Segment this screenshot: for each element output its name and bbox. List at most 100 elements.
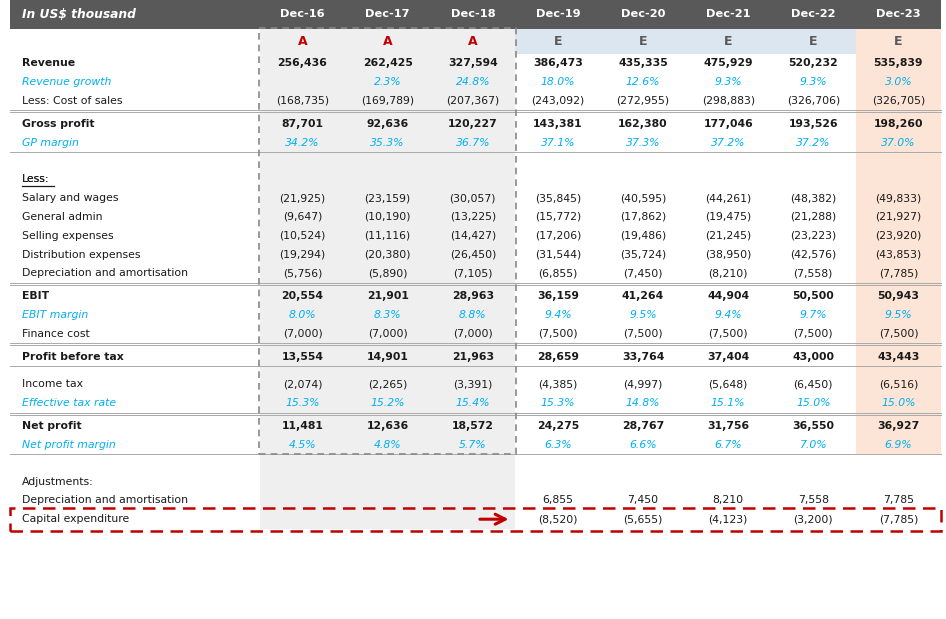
Text: (5,655): (5,655)	[623, 514, 663, 524]
Text: 87,701: 87,701	[282, 119, 324, 129]
Text: 7,785: 7,785	[883, 495, 914, 505]
Text: (20,380): (20,380)	[364, 249, 411, 259]
Text: (5,648): (5,648)	[709, 379, 748, 389]
Text: 36,159: 36,159	[537, 291, 579, 301]
Text: 198,260: 198,260	[874, 119, 923, 129]
Text: 37.2%: 37.2%	[797, 137, 831, 147]
Text: EBIT: EBIT	[22, 291, 49, 301]
Text: (35,845): (35,845)	[534, 193, 581, 203]
Text: Dec-23: Dec-23	[876, 9, 920, 19]
Bar	[10, 28, 941, 54]
Text: 7.0%: 7.0%	[799, 440, 827, 450]
Text: 24.8%: 24.8%	[456, 77, 490, 87]
Text: 28,659: 28,659	[537, 352, 579, 361]
Bar	[260, 227, 516, 245]
Text: 8.8%: 8.8%	[459, 310, 486, 320]
Bar	[260, 347, 516, 366]
Text: (5,756): (5,756)	[283, 269, 323, 279]
Text: 15.3%: 15.3%	[541, 398, 575, 408]
Text: (168,735): (168,735)	[276, 96, 329, 106]
Text: (21,245): (21,245)	[705, 231, 751, 241]
Text: (7,785): (7,785)	[879, 269, 919, 279]
Bar	[260, 54, 516, 73]
Bar	[260, 28, 516, 54]
Text: (3,200): (3,200)	[794, 514, 833, 524]
Text: (8,520): (8,520)	[538, 514, 578, 524]
Text: Dec-22: Dec-22	[791, 9, 835, 19]
Text: 50,500: 50,500	[793, 291, 834, 301]
Text: (326,705): (326,705)	[872, 96, 925, 106]
Text: Dec-21: Dec-21	[706, 9, 750, 19]
Bar	[856, 435, 941, 454]
Text: (19,294): (19,294)	[279, 249, 325, 259]
Text: 8,210: 8,210	[712, 495, 744, 505]
Text: (7,000): (7,000)	[368, 329, 408, 339]
Bar	[856, 133, 941, 152]
Bar	[856, 324, 941, 343]
Text: Revenue: Revenue	[22, 58, 75, 69]
Text: (169,789): (169,789)	[361, 96, 414, 106]
Text: (23,223): (23,223)	[790, 231, 836, 241]
Text: (30,057): (30,057)	[449, 193, 496, 203]
Text: EBIT margin: EBIT margin	[22, 310, 88, 320]
Bar	[260, 189, 516, 207]
Bar	[260, 115, 516, 133]
Text: 8.3%: 8.3%	[374, 310, 401, 320]
Text: 15.2%: 15.2%	[371, 398, 405, 408]
Bar	[260, 73, 516, 92]
Text: E: E	[553, 35, 562, 48]
Text: (272,955): (272,955)	[617, 96, 670, 106]
Text: (21,288): (21,288)	[790, 212, 836, 222]
Bar	[260, 472, 516, 491]
Bar	[856, 115, 941, 133]
Text: 7,558: 7,558	[797, 495, 829, 505]
Text: (7,500): (7,500)	[538, 329, 578, 339]
Text: 11,481: 11,481	[282, 421, 324, 431]
Text: 43,443: 43,443	[877, 352, 920, 361]
Text: 21,963: 21,963	[452, 352, 494, 361]
Text: Income tax: Income tax	[22, 379, 83, 389]
Text: (19,486): (19,486)	[620, 231, 666, 241]
Text: (7,558): (7,558)	[794, 269, 833, 279]
Text: 262,425: 262,425	[362, 58, 412, 69]
Text: Dec-18: Dec-18	[450, 9, 495, 19]
Text: A: A	[298, 35, 307, 48]
Text: (23,920): (23,920)	[875, 231, 921, 241]
Bar	[10, 508, 941, 530]
Text: 9.4%: 9.4%	[714, 310, 742, 320]
Text: (7,500): (7,500)	[794, 329, 833, 339]
Text: 475,929: 475,929	[704, 58, 753, 69]
Text: 37.2%: 37.2%	[711, 137, 745, 147]
Bar	[260, 491, 516, 510]
Text: (2,265): (2,265)	[368, 379, 408, 389]
Text: 9.3%: 9.3%	[799, 77, 827, 87]
Text: Salary and wages: Salary and wages	[22, 193, 118, 203]
Text: 15.1%: 15.1%	[711, 398, 745, 408]
Text: 41,264: 41,264	[622, 291, 664, 301]
Bar	[856, 264, 941, 283]
Text: 44,904: 44,904	[707, 291, 749, 301]
Bar	[260, 375, 516, 394]
Bar	[260, 306, 516, 324]
Text: Less:: Less:	[22, 175, 49, 184]
Text: (31,544): (31,544)	[534, 249, 581, 259]
Text: 12,636: 12,636	[366, 421, 409, 431]
Text: 31,756: 31,756	[707, 421, 749, 431]
Text: (6,516): (6,516)	[879, 379, 919, 389]
Bar	[856, 417, 941, 435]
Text: 37,404: 37,404	[707, 352, 749, 361]
Text: Net profit: Net profit	[22, 421, 81, 431]
Bar	[516, 28, 856, 54]
Text: (17,206): (17,206)	[534, 231, 581, 241]
Text: 28,767: 28,767	[622, 421, 664, 431]
Bar	[856, 28, 941, 54]
Text: 143,381: 143,381	[534, 119, 583, 129]
Text: (35,724): (35,724)	[620, 249, 666, 259]
Text: Distribution expenses: Distribution expenses	[22, 249, 141, 259]
Text: 36,927: 36,927	[877, 421, 920, 431]
Text: 435,335: 435,335	[618, 58, 668, 69]
Bar	[10, 0, 941, 28]
Text: 18.0%: 18.0%	[541, 77, 575, 87]
Text: 2.3%: 2.3%	[374, 77, 401, 87]
Text: Less:: Less:	[22, 175, 49, 184]
